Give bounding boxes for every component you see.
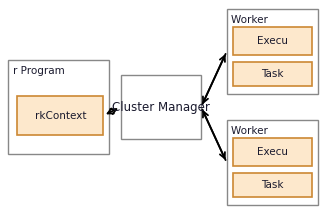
Bar bbox=[227, 9, 318, 94]
Bar bbox=[233, 173, 312, 197]
Text: Worker: Worker bbox=[231, 126, 271, 136]
Text: r Program: r Program bbox=[13, 66, 65, 76]
Text: Task: Task bbox=[261, 180, 284, 190]
Bar bbox=[233, 27, 312, 55]
Text: Cluster Manager: Cluster Manager bbox=[112, 101, 210, 113]
Bar bbox=[233, 62, 312, 86]
Text: Execu: Execu bbox=[257, 147, 288, 157]
Text: Task: Task bbox=[261, 69, 284, 79]
Bar bbox=[8, 60, 109, 154]
Bar bbox=[17, 96, 103, 135]
Text: Execu: Execu bbox=[257, 36, 288, 46]
Bar bbox=[233, 138, 312, 166]
Bar bbox=[227, 120, 318, 205]
Text: rkContext: rkContext bbox=[35, 111, 86, 120]
Bar bbox=[121, 75, 201, 139]
Text: Worker: Worker bbox=[231, 15, 271, 25]
